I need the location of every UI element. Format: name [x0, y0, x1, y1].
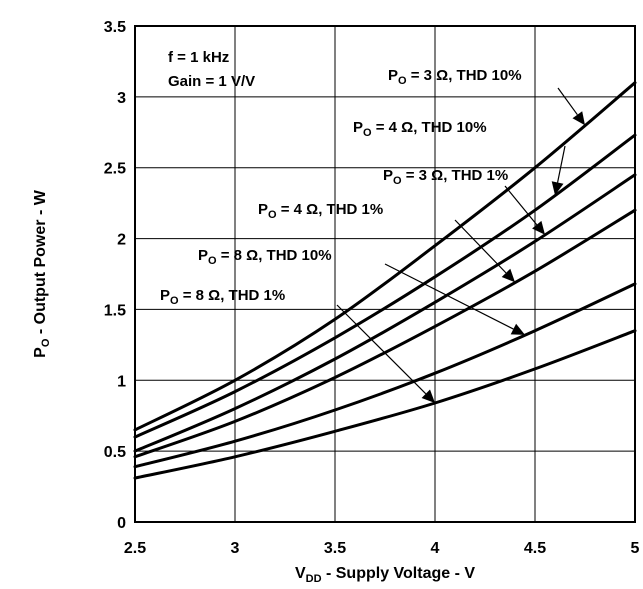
- y-tick-label: 1: [117, 373, 126, 390]
- y-tick-label: 3.5: [104, 19, 126, 36]
- conditions-box: f = 1 kHz Gain = 1 V/V: [168, 49, 255, 90]
- series-label-p: P: [353, 119, 363, 136]
- y-tick-label: 2.5: [104, 161, 126, 178]
- x-tick-label: 3.5: [324, 540, 346, 557]
- y-axis-label: PO - Output Power - W: [32, 189, 52, 358]
- series-label-sub: O: [363, 127, 372, 139]
- leader-line: [557, 145, 566, 183]
- x-tick-label: 4.5: [524, 540, 546, 557]
- y-tick-label: 0.5: [104, 444, 126, 461]
- leader-line: [504, 185, 538, 226]
- y-axis-label-prefix: P: [32, 347, 49, 358]
- y-tick-label: 0: [117, 515, 126, 532]
- series-line: [133, 173, 637, 453]
- series-label: PO = 3 Ω, THD 1%: [383, 167, 508, 187]
- arrowhead: [421, 389, 435, 403]
- series-label-sub: O: [268, 209, 277, 221]
- series-annotation: PO = 3 Ω, THD 1%: [383, 167, 545, 235]
- series-label-rest: = 8 Ω, THD 1%: [179, 287, 286, 304]
- series-annotation: PO = 4 Ω, THD 1%: [258, 201, 515, 283]
- series-label: PO = 3 Ω, THD 10%: [388, 67, 522, 87]
- arrowhead: [532, 220, 545, 235]
- leader-line: [557, 87, 578, 116]
- arrowhead: [501, 268, 515, 283]
- series-annotation: PO = 3 Ω, THD 10%: [388, 67, 585, 126]
- x-axis-label-sub: DD: [306, 573, 322, 585]
- series-label-p: P: [160, 287, 170, 304]
- series-label-p: P: [198, 247, 208, 264]
- x-tick-label: 5: [631, 540, 640, 557]
- series-line: [133, 133, 637, 439]
- leader-line: [336, 304, 427, 395]
- series-label: PO = 8 Ω, THD 10%: [198, 247, 332, 267]
- y-tick-label: 3: [117, 90, 126, 107]
- series-label-p: P: [383, 167, 393, 184]
- series-label-rest: = 4 Ω, THD 10%: [372, 119, 487, 136]
- tick-labels: 2.5 3 3.5 4 4.5 5 0 0.5 1 1.5 2 2.5 3 3.5: [104, 19, 640, 557]
- y-axis-label-rest: - Output Power - W: [32, 189, 49, 338]
- leader-line: [454, 219, 507, 274]
- series-label-sub: O: [393, 175, 402, 187]
- series-label-rest: = 4 Ω, THD 1%: [277, 201, 384, 218]
- series-annotation: PO = 4 Ω, THD 10%: [353, 119, 566, 196]
- series-label-rest: = 3 Ω, THD 10%: [407, 67, 522, 84]
- series-label: PO = 4 Ω, THD 10%: [353, 119, 487, 139]
- x-tick-label: 4: [431, 540, 440, 557]
- series-line: [133, 81, 637, 432]
- series-label-rest: = 8 Ω, THD 10%: [217, 247, 332, 264]
- series-label: PO = 4 Ω, THD 1%: [258, 201, 383, 221]
- arrowhead: [510, 323, 525, 335]
- arrowhead: [551, 181, 564, 196]
- series-label-sub: O: [208, 255, 217, 267]
- series-label-sub: O: [170, 295, 179, 307]
- x-axis-label: VDD - Supply Voltage - V: [295, 565, 475, 585]
- x-axis-label-rest: - Supply Voltage - V: [322, 565, 476, 582]
- plot-frame: [134, 25, 636, 523]
- annotations: PO = 3 Ω, THD 10%PO = 4 Ω, THD 10%PO = 3…: [160, 67, 585, 403]
- leader-line: [384, 263, 514, 330]
- x-tick-label: 3: [231, 540, 240, 557]
- series-lines: [133, 81, 637, 480]
- series-annotation: PO = 8 Ω, THD 1%: [160, 287, 435, 403]
- y-axis-label-sub: O: [40, 338, 52, 347]
- series-line: [133, 329, 637, 480]
- series-label: PO = 8 Ω, THD 1%: [160, 287, 285, 307]
- y-tick-label: 1.5: [104, 302, 126, 319]
- series-label-rest: = 3 Ω, THD 1%: [402, 167, 509, 184]
- x-axis-label-prefix: V: [295, 565, 306, 582]
- arrowhead: [572, 111, 585, 126]
- series-line: [133, 282, 637, 469]
- y-tick-label: 2: [117, 232, 126, 249]
- series-label-sub: O: [398, 75, 407, 87]
- x-tick-label: 2.5: [124, 540, 146, 557]
- series-label-p: P: [258, 201, 268, 218]
- condition-gain: Gain = 1 V/V: [168, 73, 255, 90]
- series-label-p: P: [388, 67, 398, 84]
- condition-frequency: f = 1 kHz: [168, 49, 229, 66]
- series-annotation: PO = 8 Ω, THD 10%: [198, 247, 525, 335]
